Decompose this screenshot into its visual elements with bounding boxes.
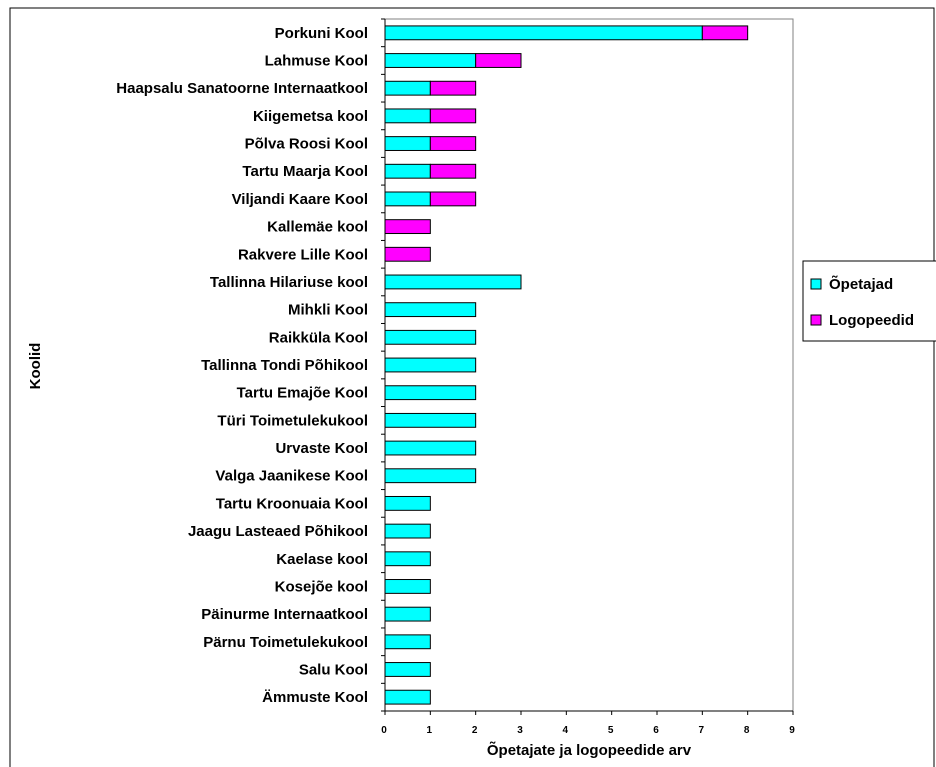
bar-opetajad [384, 606, 431, 622]
x-tick-label: 5 [608, 725, 614, 736]
legend-label-opetajad: Õpetajad [829, 275, 893, 293]
category-label: Tartu Maarja Kool [242, 163, 368, 180]
category-label: Tartu Kroonuaia Kool [216, 495, 368, 512]
category-label: Rakvere Lille Kool [238, 246, 368, 263]
bar-opetajad [384, 329, 477, 345]
category-label: Päinurme Internaatkool [201, 606, 368, 623]
bar-logopeedid [384, 219, 431, 235]
category-label: Ämmuste Kool [262, 689, 368, 706]
x-tick-label: 8 [744, 725, 750, 736]
category-label: Mihkli Kool [288, 302, 368, 319]
category-label: Kaelase kool [276, 551, 368, 568]
x-tick-label: 7 [699, 725, 705, 736]
bar-opetajad [384, 302, 477, 318]
bar-opetajad [384, 25, 703, 41]
x-tick-label: 9 [789, 725, 795, 736]
x-axis: 0 1 2 3 4 5 6 7 8 9 [381, 18, 795, 736]
category-label: Viljandi Kaare Kool [232, 191, 368, 208]
category-label: Salu Kool [299, 661, 368, 678]
category-label: Porkuni Kool [275, 25, 368, 42]
bar-logopeedid [429, 80, 477, 96]
x-tick-label: 3 [517, 725, 523, 736]
category-label: Urvaste Kool [275, 440, 368, 457]
y-axis-title: Koolid [27, 343, 44, 390]
bar-opetajad [384, 495, 431, 511]
bar-logopeedid [429, 108, 477, 124]
bar-opetajad [384, 136, 431, 151]
bar-opetajad [384, 579, 431, 594]
legend-label-logopeedid: Logopeedid [829, 312, 914, 329]
x-tick-label: 0 [381, 725, 387, 736]
bar-logopeedid [475, 53, 522, 68]
category-label: Valga Jaanikese Kool [215, 468, 368, 485]
bar-opetajad [384, 468, 477, 484]
x-axis-title: Õpetajate ja logopeedide arv [487, 741, 692, 759]
bar-opetajad [384, 385, 477, 401]
category-label: Kiigemetsa kool [253, 108, 368, 125]
legend: Õpetajad Logopeedid [802, 260, 936, 342]
category-label: Jaagu Lasteaed Põhikool [188, 523, 368, 540]
category-label: Kallemäe kool [267, 219, 368, 236]
x-tick-label: 4 [563, 725, 569, 736]
category-label: Haapsalu Sanatoorne Internaatkool [116, 80, 368, 97]
bars [384, 25, 749, 705]
bar-logopeedid [429, 191, 477, 207]
bar-logopeedid [429, 136, 477, 151]
bar-opetajad [384, 662, 431, 677]
legend-box [802, 260, 936, 342]
category-label: Tallinna Hilariuse kool [210, 274, 368, 291]
bar-opetajad [384, 357, 477, 373]
category-label: Pärnu Toimetulekukool [203, 634, 368, 651]
category-label: Põlva Roosi Kool [245, 136, 368, 153]
bar-opetajad [384, 551, 431, 567]
bar-logopeedid [384, 246, 431, 262]
bar-opetajad [384, 689, 431, 705]
category-label: Lahmuse Kool [265, 53, 368, 70]
bar-logopeedid [429, 163, 477, 179]
x-tick-label: 1 [427, 725, 433, 736]
bar-opetajad [384, 440, 477, 456]
x-tick-label: 6 [653, 725, 659, 736]
bar-opetajad [384, 163, 431, 179]
category-label: Kosejõe kool [275, 578, 368, 595]
category-label: Türi Toimetulekukool [217, 412, 368, 429]
bar-logopeedid [701, 25, 749, 41]
legend-swatch-logopeedid [810, 314, 822, 326]
bar-opetajad [384, 634, 431, 650]
category-label: Tartu Emajõe Kool [237, 385, 368, 402]
category-label: Raikküla Kool [269, 329, 368, 346]
bar-opetajad [384, 108, 431, 124]
bar-opetajad [384, 412, 477, 428]
bar-opetajad [384, 191, 431, 207]
category-labels: Porkuni Kool Lahmuse Kool Haapsalu Sanatoo… [116, 25, 368, 706]
category-label: Tallinna Tondi Põhikool [201, 357, 368, 374]
bar-opetajad [384, 53, 477, 68]
legend-swatch-opetajad [810, 278, 822, 290]
bar-opetajad [384, 80, 431, 96]
bar-opetajad [384, 274, 522, 290]
bar-opetajad [384, 523, 431, 539]
x-tick-label: 2 [472, 725, 478, 736]
